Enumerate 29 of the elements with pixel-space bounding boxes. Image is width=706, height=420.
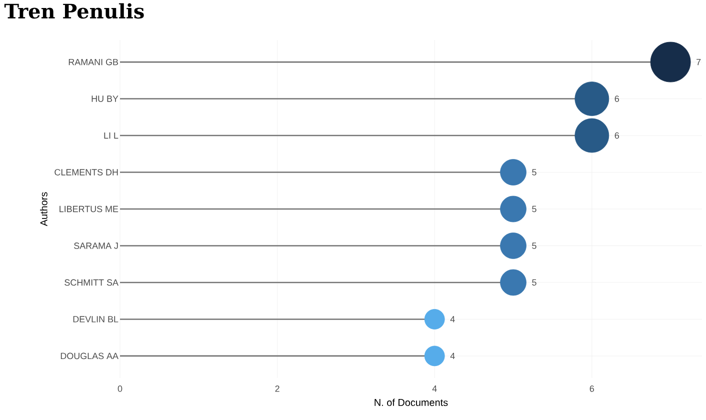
data-label: 5	[532, 169, 536, 176]
point	[500, 232, 526, 259]
x-tick-label: 0	[118, 386, 122, 392]
y-tick-label: RAMANI GB	[68, 58, 118, 66]
data-label: 6	[614, 132, 619, 139]
x-tick-label: 4	[432, 386, 437, 392]
point	[500, 159, 526, 186]
x-axis-title: N. of Documents	[374, 398, 448, 406]
y-tick-label: DEVLIN BL	[73, 316, 118, 322]
x-tick-label: 6	[590, 386, 594, 392]
y-tick-label: LIBERTUS ME	[60, 206, 118, 212]
y-tick-label: LI L	[104, 132, 118, 139]
data-label: 4	[450, 316, 455, 322]
data-label: 6	[614, 96, 619, 102]
y-tick-label: SARAMA J	[74, 242, 118, 249]
data-label: 4	[450, 352, 455, 360]
y-tick-label: HU BY	[92, 96, 118, 102]
chart-title: Tren Penulis	[4, 3, 144, 19]
y-tick-label: DOUGLAS AA	[60, 352, 118, 360]
data-label: 5	[532, 279, 536, 286]
data-label: 5	[532, 242, 536, 249]
data-label: 7	[696, 58, 701, 66]
data-label: 5	[532, 206, 536, 212]
y-axis-title: Authors	[40, 192, 48, 226]
point	[500, 269, 526, 296]
point	[500, 196, 526, 222]
y-tick-label: CLEMENTS DH	[54, 169, 118, 176]
x-tick-label: 2	[275, 386, 280, 392]
y-tick-label: SCHMITT SA	[64, 279, 118, 286]
